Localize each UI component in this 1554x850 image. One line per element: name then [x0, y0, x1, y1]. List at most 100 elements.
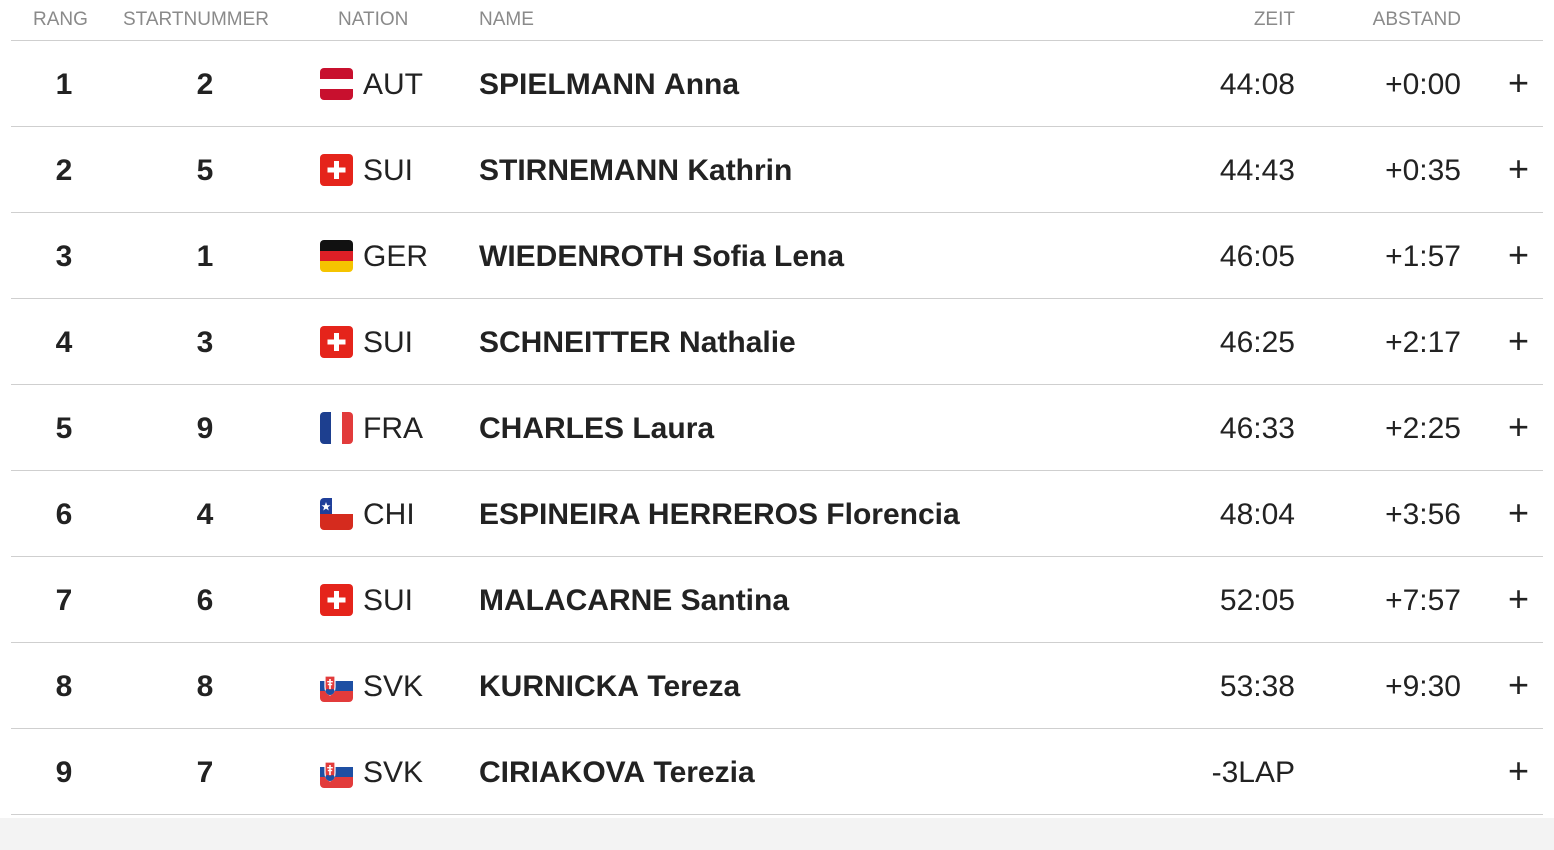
ger-flag-icon	[320, 240, 353, 272]
athlete-first-name: Anna	[664, 68, 740, 101]
expand-row-button[interactable]: +	[1507, 234, 1529, 275]
time-value: 46:05	[1219, 240, 1295, 273]
athlete-first-name: Sofia Lena	[692, 240, 845, 273]
athlete-name[interactable]: SPIELMANN Anna	[479, 68, 739, 102]
athlete-last-name: CHARLES	[479, 412, 625, 445]
expand-row-button[interactable]: +	[1507, 750, 1529, 791]
sui-flag-icon	[320, 326, 353, 358]
nation-code: SVK	[363, 670, 424, 703]
table-row[interactable]: 4 3 SUI SCHNEITTER Nathalie 46:25 +2:17 +	[11, 299, 1543, 385]
time-value: -3LAP	[1211, 756, 1295, 789]
athlete-name[interactable]: STIRNEMANN Kathrin	[479, 154, 792, 188]
header-time[interactable]: ZEIT	[1253, 9, 1295, 30]
gap-value: +9:30	[1385, 670, 1461, 703]
athlete-first-name: Laura	[632, 412, 715, 445]
time-value: 46:25	[1219, 326, 1295, 359]
table-row[interactable]: 2 5 SUI STIRNEMANN Kathrin 44:43 +0:35 +	[11, 127, 1543, 213]
nation-code: SUI	[363, 326, 414, 359]
time-value: 44:08	[1219, 68, 1295, 101]
athlete-last-name: WIEDENROTH	[479, 240, 684, 273]
athlete-last-name: ESPINEIRA HERREROS	[479, 498, 818, 531]
athlete-name[interactable]: KURNICKA Tereza	[479, 670, 740, 704]
nation-code: CHI	[363, 498, 415, 531]
time-value: 53:38	[1219, 670, 1295, 703]
gap-value: +7:57	[1385, 584, 1461, 617]
rank-value: 5	[55, 412, 73, 445]
rank-value: 1	[55, 68, 73, 101]
gap-value: +3:56	[1385, 498, 1461, 531]
expand-row-button[interactable]: +	[1507, 492, 1529, 533]
rank-value: 9	[55, 756, 73, 789]
page-footer-strip	[0, 818, 1554, 850]
athlete-name[interactable]: MALACARNE Santina	[479, 584, 789, 618]
athlete-name[interactable]: ESPINEIRA HERREROS Florencia	[479, 498, 960, 532]
gap-value: +1:57	[1385, 240, 1461, 273]
table-row[interactable]: 1 2 AUT SPIELMANN Anna 44:08 +0:00 +	[11, 41, 1543, 127]
bib-value: 7	[196, 756, 214, 789]
table-header: RANG STARTNUMMER NATION NAME ZEIT ABSTAN…	[11, 0, 1543, 41]
athlete-last-name: SCHNEITTER	[479, 326, 671, 359]
nation-code: SUI	[363, 154, 414, 187]
svk-flag-icon	[320, 670, 353, 702]
table-row[interactable]: 9 7 SVK CIRIAKOVA Terezia -3LAP +	[11, 729, 1543, 815]
expand-row-button[interactable]: +	[1507, 664, 1529, 705]
bib-value: 9	[196, 412, 214, 445]
time-value: 46:33	[1219, 412, 1295, 445]
expand-row-button[interactable]: +	[1507, 62, 1529, 103]
header-rank[interactable]: RANG	[33, 9, 88, 30]
rank-value: 4	[55, 326, 73, 359]
table-row[interactable]: 6 4 CHI ESPINEIRA HERREROS Florencia 48:04 +3…	[11, 471, 1543, 557]
nation-code: SVK	[363, 756, 424, 789]
rank-value: 6	[55, 498, 73, 531]
svk-flag-icon	[320, 756, 353, 788]
athlete-last-name: CIRIAKOVA	[479, 756, 646, 789]
header-nation[interactable]: NATION	[338, 9, 409, 30]
bib-value: 1	[196, 240, 214, 273]
athlete-last-name: MALACARNE	[479, 584, 673, 617]
expand-row-button[interactable]: +	[1507, 320, 1529, 361]
gap-value: +0:00	[1385, 68, 1461, 101]
chi-flag-icon	[320, 498, 353, 530]
results-table: RANG STARTNUMMER NATION NAME ZEIT ABSTAN…	[11, 0, 1543, 815]
expand-row-button[interactable]: +	[1507, 406, 1529, 447]
table-row[interactable]: 8 8 SVK KURNICKA Tereza 53:38 +9:30 +	[11, 643, 1543, 729]
header-name[interactable]: NAME	[479, 9, 534, 30]
athlete-first-name: Kathrin	[687, 154, 793, 187]
rank-value: 8	[55, 670, 73, 703]
table-row[interactable]: 5 9 FRA CHARLES Laura 46:33 +2:25 +	[11, 385, 1543, 471]
athlete-first-name: Terezia	[653, 756, 755, 789]
athlete-first-name: Nathalie	[679, 326, 796, 359]
table-row[interactable]: 7 6 SUI MALACARNE Santina 52:05 +7:57 +	[11, 557, 1543, 643]
nation-code: GER	[363, 240, 429, 273]
athlete-last-name: SPIELMANN	[479, 68, 656, 101]
header-bib[interactable]: STARTNUMMER	[123, 9, 270, 30]
athlete-name[interactable]: CIRIAKOVA Terezia	[479, 756, 755, 790]
sui-flag-icon	[320, 584, 353, 616]
table-row[interactable]: 3 1 GER WIEDENROTH Sofia Lena 46:05 +1:57 +	[11, 213, 1543, 299]
bib-value: 8	[196, 670, 214, 703]
athlete-first-name: Florencia	[826, 498, 960, 531]
time-value: 52:05	[1219, 584, 1295, 617]
rank-value: 3	[55, 240, 73, 273]
bib-value: 4	[196, 498, 214, 531]
nation-code: AUT	[363, 68, 423, 101]
expand-row-button[interactable]: +	[1507, 148, 1529, 189]
bib-value: 2	[196, 68, 214, 101]
table-body: 1 2 AUT SPIELMANN Anna 44:08 +0:00 +2 5 SUI STIRN…	[11, 41, 1543, 815]
bib-value: 5	[196, 154, 214, 187]
athlete-name[interactable]: WIEDENROTH Sofia Lena	[479, 240, 844, 274]
time-value: 44:43	[1219, 154, 1295, 187]
bib-value: 6	[196, 584, 214, 617]
gap-value: +2:17	[1385, 326, 1461, 359]
sui-flag-icon	[320, 154, 353, 186]
nation-code: SUI	[363, 584, 414, 617]
athlete-last-name: STIRNEMANN	[479, 154, 679, 187]
fra-flag-icon	[320, 412, 353, 444]
nation-code: FRA	[363, 412, 423, 445]
time-value: 48:04	[1219, 498, 1295, 531]
header-gap[interactable]: ABSTAND	[1372, 9, 1461, 30]
gap-value: +2:25	[1385, 412, 1461, 445]
athlete-name[interactable]: CHARLES Laura	[479, 412, 714, 446]
athlete-name[interactable]: SCHNEITTER Nathalie	[479, 326, 796, 360]
expand-row-button[interactable]: +	[1507, 578, 1529, 619]
